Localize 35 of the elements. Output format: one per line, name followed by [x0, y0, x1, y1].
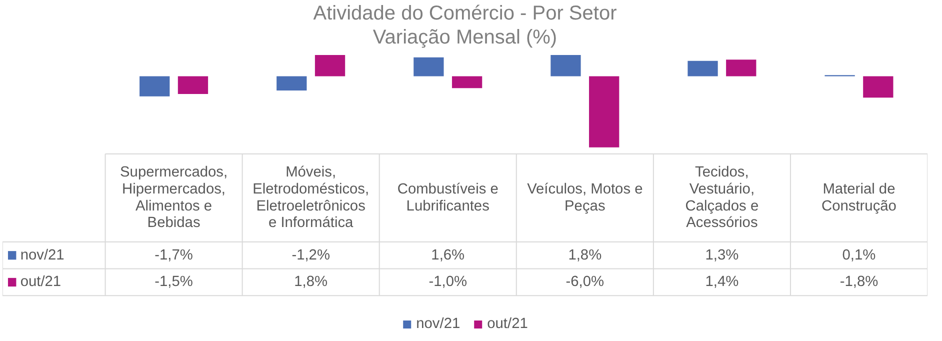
bar	[178, 76, 208, 94]
text: out/21	[20, 274, 62, 290]
chart-title: Atividade do Comércio - Por Setor	[313, 2, 618, 24]
bar	[726, 60, 756, 76]
bar	[589, 76, 620, 148]
data-label: 1,6%	[431, 247, 465, 264]
bar	[140, 76, 170, 96]
data-label: -1,7%	[154, 247, 193, 264]
x-tick-label: Tecidos, Vestuário, Calçados e Acessórios	[685, 164, 759, 232]
bar	[688, 60, 718, 76]
data-label: -1,5%	[154, 274, 193, 290]
text: nov/21	[416, 316, 460, 332]
data-label: 1,4%	[705, 274, 739, 290]
x-tick-label: Veículos, Motos e Peças	[527, 181, 643, 214]
x-tick-label: Material de Construção	[822, 181, 896, 214]
bar	[550, 54, 581, 76]
data-label: -1,2%	[292, 247, 330, 264]
legend-label: nov/21	[20, 247, 64, 264]
data-label: -1,8%	[840, 274, 878, 290]
x-tick-label: Combustíveis e Lubrificantes	[397, 181, 498, 214]
data-label: 1,8%	[568, 247, 602, 264]
data-label: 1,3%	[705, 247, 739, 264]
data-label: 0,1%	[842, 247, 876, 264]
bar	[452, 76, 482, 88]
x-tick-label: Móveis, Eletrodomésticos, Eletroeletrônicos e Informática	[252, 164, 370, 232]
x-tick-label: Supermercados, Hipermercados, Alimentos e Bebidas	[120, 164, 228, 232]
legend-label: out/21	[487, 316, 528, 332]
data-label: 1,8%	[294, 274, 328, 290]
bar	[276, 76, 307, 90]
chart-subtitle: Variação Mensal (%)	[372, 26, 558, 48]
bar	[314, 54, 346, 76]
bar	[414, 57, 444, 76]
data-label: -6,0%	[566, 274, 604, 290]
bar	[863, 76, 894, 98]
data-label: -1,0%	[428, 274, 468, 290]
